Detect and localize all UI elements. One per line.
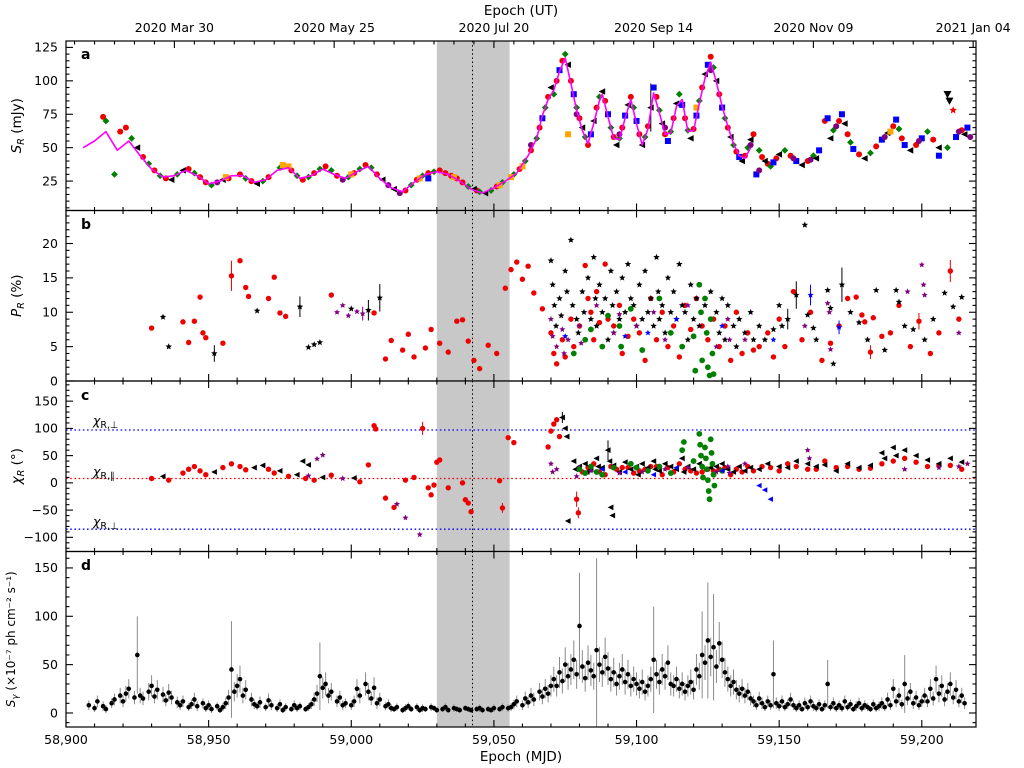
panel-a-ytick-labels: 25 50 75 100 125: [34, 40, 58, 189]
svg-text:2020 Jul 20: 2020 Jul 20: [459, 20, 530, 35]
panel-b-label: b: [81, 217, 91, 233]
panel-c-y-axis-title: χR (°): [9, 448, 27, 485]
svg-text:0: 0: [50, 475, 58, 490]
svg-text:2020 May 25: 2020 May 25: [293, 20, 375, 35]
series-c-green-circles: [576, 430, 726, 503]
svg-text:50: 50: [42, 140, 58, 155]
series-b-blue-stars: [562, 284, 843, 343]
panel-b-ytick-labels: 0 5 10 15 20: [42, 236, 58, 388]
svg-text:5: 5: [50, 339, 58, 354]
series-a-orange-squares: [222, 104, 894, 189]
svg-text:100: 100: [34, 73, 58, 88]
generated-chart-content: 25 50 75 100 125 SR (mJy) 0 5 10 15 20 PR (%) −100 −5…: [4, 20, 1011, 747]
svg-text:59,050: 59,050: [472, 732, 516, 747]
svg-text:−50: −50: [32, 502, 58, 517]
series-d-gamma-ray-flux: [86, 558, 967, 727]
svg-text:59,150: 59,150: [757, 732, 801, 747]
svg-text:100: 100: [34, 421, 58, 436]
panel-d-ticks: [65, 551, 976, 727]
svg-text:2020 Sep 14: 2020 Sep 14: [614, 20, 693, 35]
chi-parallel-label: χR,∥: [92, 464, 115, 482]
series-a-black-down-triangles: [943, 91, 954, 105]
panel-c-label: c: [81, 388, 89, 404]
svg-text:58,950: 58,950: [187, 732, 231, 747]
svg-text:59,000: 59,000: [329, 732, 373, 747]
panel-c-frame: [65, 380, 977, 553]
shaded-band-panel-d: [436, 551, 510, 727]
panel-a-frame: [65, 40, 977, 212]
svg-text:0: 0: [50, 705, 58, 720]
panel-d-y-axis-title: Sγ (×10⁻⁷ ph cm⁻² s⁻¹): [4, 571, 21, 707]
panel-a-label: a: [81, 47, 90, 63]
panel-a-data: [82, 50, 974, 197]
panel-c-ytick-labels: −100 −50 0 50 100 150: [24, 393, 58, 544]
svg-text:50: 50: [42, 448, 58, 463]
panel-b-y-axis-title: PR (%): [9, 274, 27, 317]
svg-text:75: 75: [42, 107, 58, 122]
bottom-axis-title: Epoch (MJD): [480, 749, 562, 765]
panel-b-data: [148, 221, 965, 379]
series-b-black-stars: [159, 221, 965, 367]
panel-a-ticks: [65, 41, 976, 211]
panel-a: 25 50 75 100 125 SR (mJy): [9, 40, 977, 212]
svg-text:10: 10: [42, 305, 58, 320]
panel-b: 0 5 10 15 20 PR (%): [9, 209, 977, 388]
svg-text:100: 100: [34, 609, 58, 624]
svg-text:50: 50: [42, 657, 58, 672]
shaded-band-panel-b: [436, 210, 510, 381]
panel-d-ytick-labels: 0 50 100 150: [34, 560, 58, 720]
series-b-purple-stars: [334, 261, 962, 357]
panel-b-ticks: [65, 210, 976, 382]
svg-text:0: 0: [50, 373, 58, 388]
svg-text:58,900: 58,900: [44, 732, 88, 747]
panel-d-frame: [65, 550, 977, 728]
panel-d: 0 50 100 150 Sγ (×10⁻⁷ ph cm⁻² s⁻¹): [4, 550, 977, 728]
svg-text:59,200: 59,200: [900, 732, 944, 747]
svg-text:150: 150: [34, 560, 58, 575]
series-b-green-circles: [570, 281, 717, 379]
top-axis-title: Epoch (UT): [484, 3, 558, 19]
panel-d-label: d: [81, 558, 91, 574]
panel-c: −100 −50 0 50 100 150 χR (°): [9, 380, 977, 553]
svg-text:150: 150: [34, 393, 58, 408]
svg-text:25: 25: [42, 173, 58, 188]
shaded-band-panel-c: [436, 381, 510, 552]
series-c-black-left-triangles: [159, 412, 965, 524]
svg-text:59,100: 59,100: [615, 732, 659, 747]
chi-perp-lower-label: χR,⊥: [92, 514, 118, 532]
top-axis-tick-labels: 2020 Mar 30 2020 May 25 2020 Jul 20 2020 Se…: [135, 20, 1011, 35]
panel-d-data: [86, 558, 967, 727]
series-a-red-star: [949, 106, 957, 114]
series-b-red-circles: [148, 257, 962, 372]
svg-text:2021 Jan 04: 2021 Jan 04: [936, 20, 1011, 35]
series-c-blue-left-triangles: [599, 464, 774, 502]
svg-text:125: 125: [34, 40, 58, 55]
panel-c-ticks: [65, 381, 976, 552]
series-a-black-left-triangles: [133, 61, 968, 197]
svg-text:15: 15: [42, 270, 58, 285]
svg-text:2020 Nov 09: 2020 Nov 09: [773, 20, 853, 35]
bottom-axis-tick-labels: 58,900 58,950 59,000 59,050 59,100 59,150 59,2…: [44, 732, 944, 747]
panel-b-frame: [65, 209, 977, 382]
svg-text:20: 20: [42, 236, 58, 251]
series-a-spline-fit-line: [82, 57, 752, 194]
svg-text:2020 Mar 30: 2020 Mar 30: [135, 20, 214, 35]
series-c-purple-stars: [305, 447, 971, 538]
chi-perp-upper-label: χR,⊥: [92, 413, 118, 431]
panel-c-data: [148, 412, 971, 538]
panel-a-y-axis-title: SR (mJy): [9, 98, 27, 153]
svg-text:−100: −100: [24, 530, 58, 545]
